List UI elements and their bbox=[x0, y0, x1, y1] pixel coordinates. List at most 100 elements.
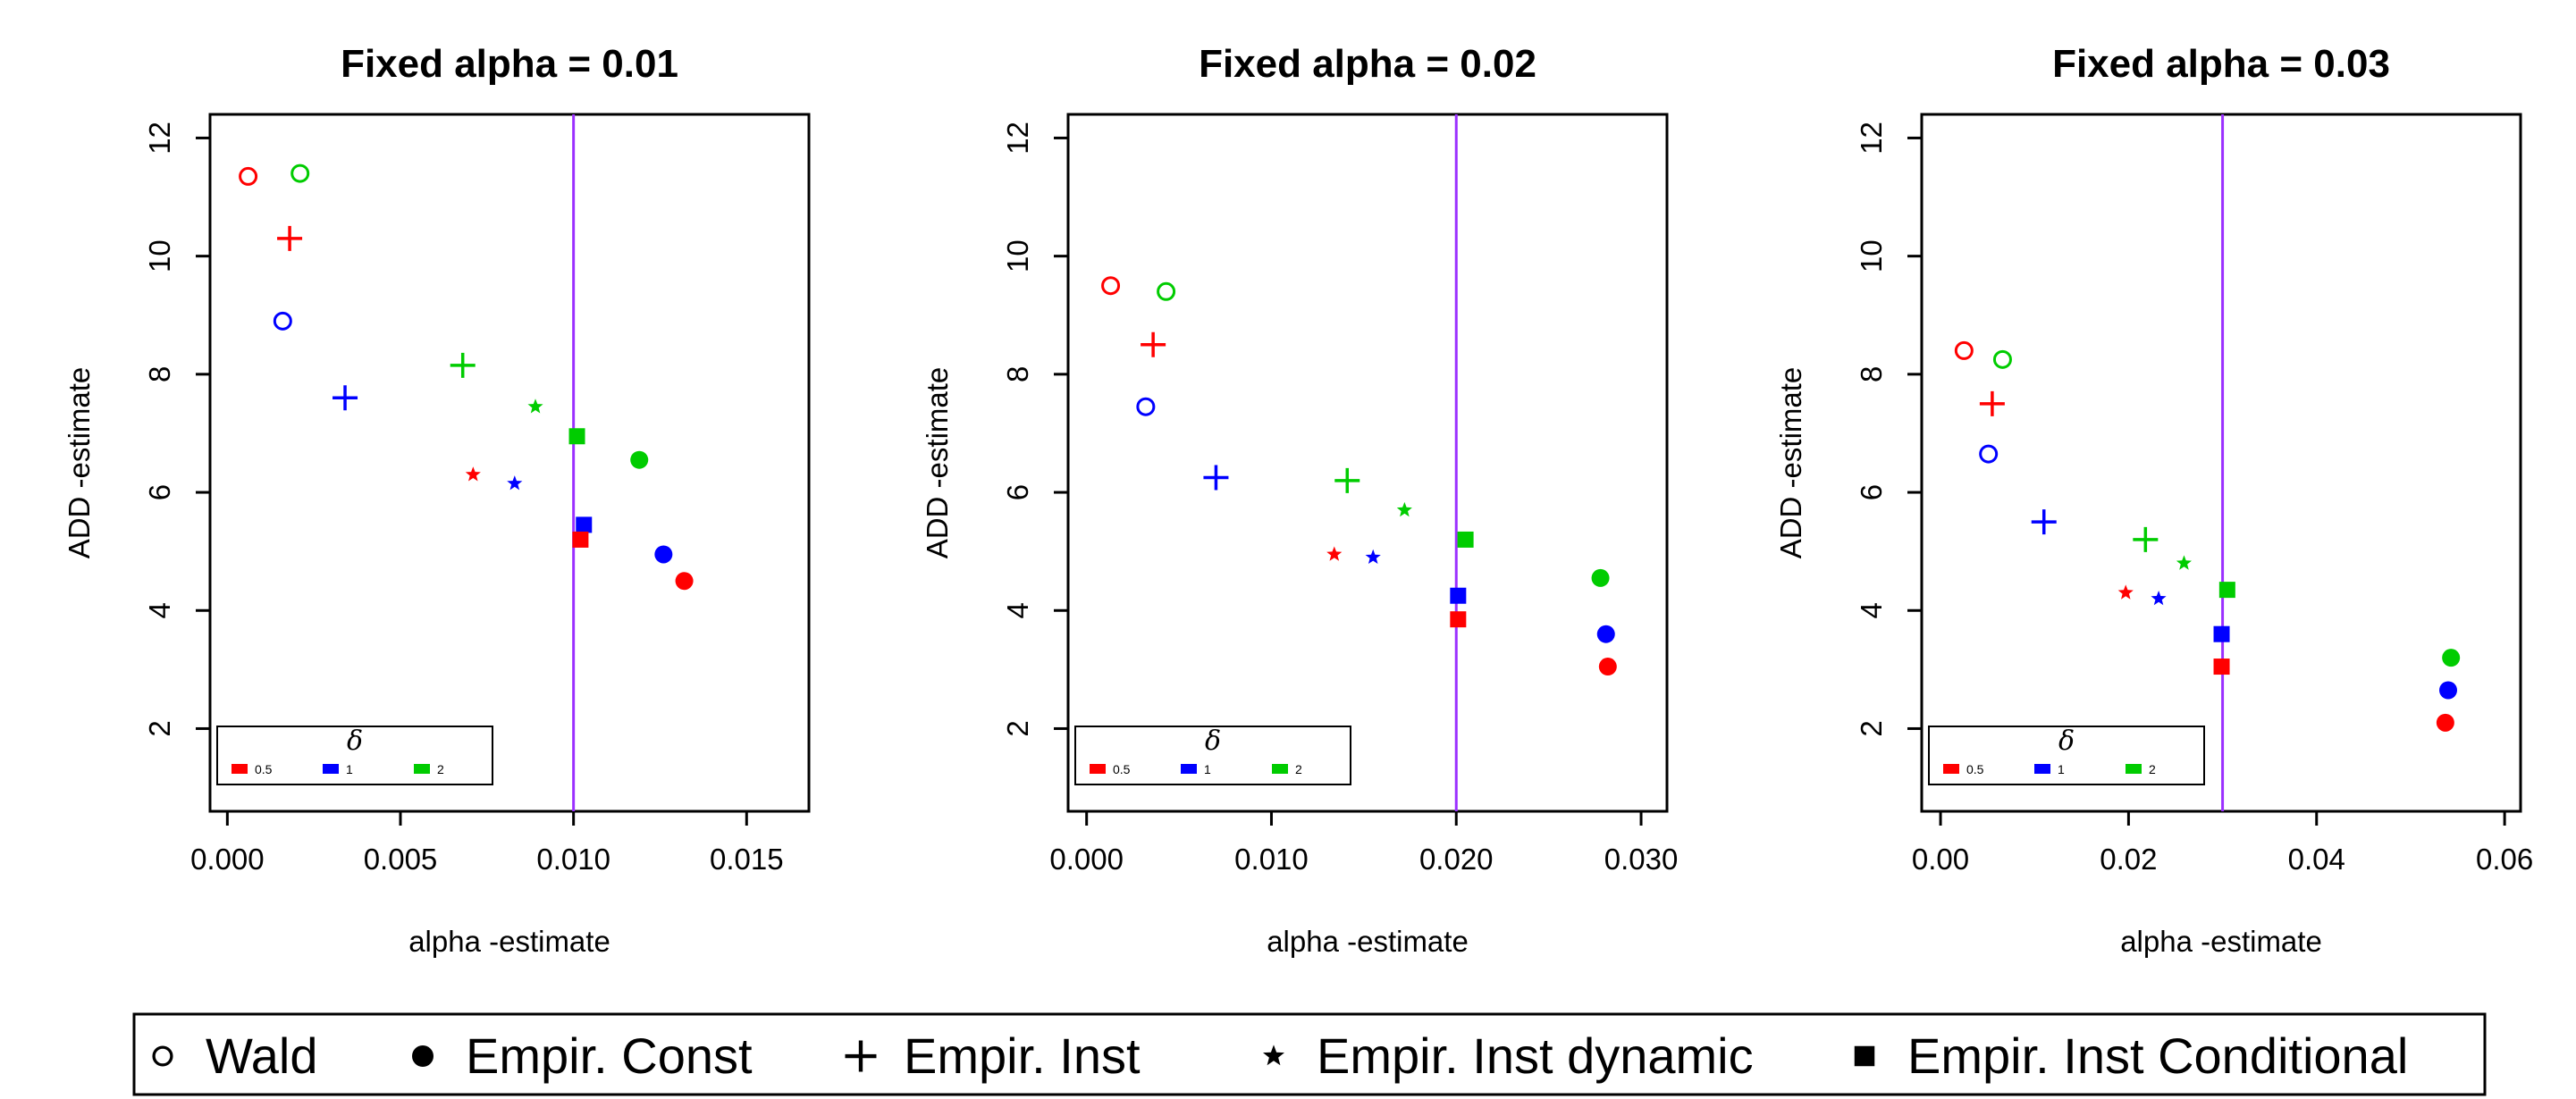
data-point bbox=[2151, 591, 2167, 606]
plot-frame bbox=[1066, 113, 1669, 813]
chart-title: Fixed alpha = 0.01 bbox=[341, 42, 678, 86]
method-legend-label: Empir. Inst dynamic bbox=[1317, 1028, 1754, 1084]
y-tick-label: 12 bbox=[1001, 122, 1034, 155]
data-point bbox=[576, 516, 593, 533]
data-point bbox=[277, 225, 303, 251]
data-point bbox=[290, 164, 310, 183]
delta-legend: δ 0.5 1 2 bbox=[1928, 726, 2205, 785]
data-point bbox=[2176, 555, 2192, 570]
delta-legend-swatch bbox=[232, 764, 248, 774]
delta-legend-swatch bbox=[1090, 764, 1106, 774]
y-tick-label: 6 bbox=[143, 484, 176, 500]
y-tick-label: 8 bbox=[1855, 366, 1888, 382]
data-point bbox=[1457, 531, 1474, 548]
data-point bbox=[2133, 526, 2159, 552]
delta-legend-swatch bbox=[1943, 764, 1959, 774]
data-point bbox=[1141, 331, 1166, 357]
x-axis-label: alpha -estimate bbox=[1267, 925, 1469, 958]
x-tick-label: 0.000 bbox=[190, 843, 265, 876]
y-tick-label: 4 bbox=[143, 602, 176, 618]
data-point bbox=[572, 531, 589, 548]
x-tick-label: 0.00 bbox=[1912, 843, 1969, 876]
data-point bbox=[1598, 658, 1617, 676]
chart-panel-1: Fixed alpha = 0.01 0.000 0.005 0.010 0.015 2 4… bbox=[63, 42, 811, 958]
data-point bbox=[2439, 681, 2458, 700]
data-point bbox=[239, 166, 258, 186]
data-point bbox=[1157, 281, 1176, 301]
data-point bbox=[1334, 467, 1360, 493]
data-point bbox=[2117, 584, 2134, 600]
delta-legend-label: 0.5 bbox=[1966, 762, 1984, 776]
y-axis-label: ADD -estimate bbox=[63, 367, 96, 559]
data-point bbox=[1954, 340, 1974, 360]
chart-title: Fixed alpha = 0.02 bbox=[1199, 42, 1536, 86]
data-point bbox=[1326, 546, 1343, 561]
method-legend-label: Empir. Inst Conditional bbox=[1907, 1028, 2408, 1084]
data-point bbox=[1591, 568, 1610, 587]
method-legend-symbol bbox=[412, 1045, 434, 1067]
data-point bbox=[450, 352, 476, 378]
chart-panel-2: Fixed alpha = 0.02 0.000 0.010 0.020 0.030 2 4… bbox=[921, 42, 1678, 958]
delta-legend-label: 2 bbox=[437, 762, 444, 776]
y-tick-label: 4 bbox=[1001, 602, 1034, 618]
data-point bbox=[2213, 659, 2230, 675]
chart-title: Fixed alpha = 0.03 bbox=[2052, 42, 2390, 86]
data-point bbox=[675, 572, 694, 591]
y-tick-label: 6 bbox=[1855, 484, 1888, 500]
delta-legend-label: 1 bbox=[346, 762, 353, 776]
data-point bbox=[630, 450, 649, 469]
delta-legend-label: 2 bbox=[1295, 762, 1302, 776]
data-point bbox=[1596, 625, 1615, 643]
delta-legend-title: δ bbox=[2058, 726, 2075, 757]
data-point bbox=[1979, 390, 2005, 416]
plot-frame bbox=[208, 113, 811, 813]
delta-legend-label: 1 bbox=[2058, 762, 2065, 776]
data-point bbox=[1450, 611, 1467, 628]
method-legend-symbol bbox=[1263, 1044, 1284, 1066]
data-point bbox=[568, 428, 585, 445]
delta-legend: δ 0.5 1 2 bbox=[216, 726, 493, 785]
delta-legend-label: 0.5 bbox=[255, 762, 273, 776]
y-axis-label: ADD -estimate bbox=[1774, 367, 1807, 559]
y-tick-label: 4 bbox=[1855, 602, 1888, 618]
delta-legend-swatch bbox=[414, 764, 430, 774]
x-axis-label: alpha -estimate bbox=[408, 925, 610, 958]
delta-legend-label: 2 bbox=[2149, 762, 2156, 776]
x-tick-label: 0.06 bbox=[2476, 843, 2533, 876]
method-legend-symbol bbox=[152, 1045, 173, 1067]
y-tick-label: 12 bbox=[1855, 122, 1888, 155]
method-legend-label: Empir. Inst bbox=[904, 1028, 1141, 1084]
data-point bbox=[1979, 444, 1999, 464]
data-point bbox=[1136, 397, 1156, 416]
delta-legend-swatch bbox=[2034, 764, 2050, 774]
delta-legend: δ 0.5 1 2 bbox=[1074, 726, 1351, 785]
plot-frame bbox=[1920, 113, 2522, 813]
method-legend: Wald Empir. Const Empir. Inst Empir. Inst d… bbox=[132, 1012, 2487, 1096]
y-tick-label: 2 bbox=[1855, 720, 1888, 736]
data-point bbox=[1396, 501, 1412, 517]
delta-legend-swatch bbox=[323, 764, 339, 774]
y-tick-label: 6 bbox=[1001, 484, 1034, 500]
delta-legend-title: δ bbox=[347, 726, 363, 757]
delta-legend-swatch bbox=[2126, 764, 2142, 774]
data-point bbox=[654, 545, 673, 564]
y-tick-label: 8 bbox=[1001, 366, 1034, 382]
x-tick-label: 0.02 bbox=[2100, 843, 2157, 876]
delta-legend-swatch bbox=[1181, 764, 1197, 774]
x-tick-label: 0.010 bbox=[536, 843, 610, 876]
x-tick-label: 0.030 bbox=[1604, 843, 1679, 876]
y-tick-label: 8 bbox=[143, 366, 176, 382]
y-tick-label: 12 bbox=[143, 122, 176, 155]
x-tick-label: 0.005 bbox=[364, 843, 438, 876]
data-point bbox=[2442, 649, 2461, 667]
data-point bbox=[2436, 713, 2454, 732]
x-tick-label: 0.015 bbox=[710, 843, 784, 876]
y-tick-label: 10 bbox=[1001, 239, 1034, 273]
chart-panel-3: Fixed alpha = 0.030.00 0.02 0.04 0.06246810… bbox=[1774, 42, 2533, 958]
delta-legend-label: 1 bbox=[1204, 762, 1211, 776]
y-tick-label: 2 bbox=[143, 720, 176, 736]
data-point bbox=[2218, 582, 2235, 599]
y-tick-label: 10 bbox=[143, 239, 176, 273]
method-legend-label: Empir. Const bbox=[466, 1028, 753, 1084]
